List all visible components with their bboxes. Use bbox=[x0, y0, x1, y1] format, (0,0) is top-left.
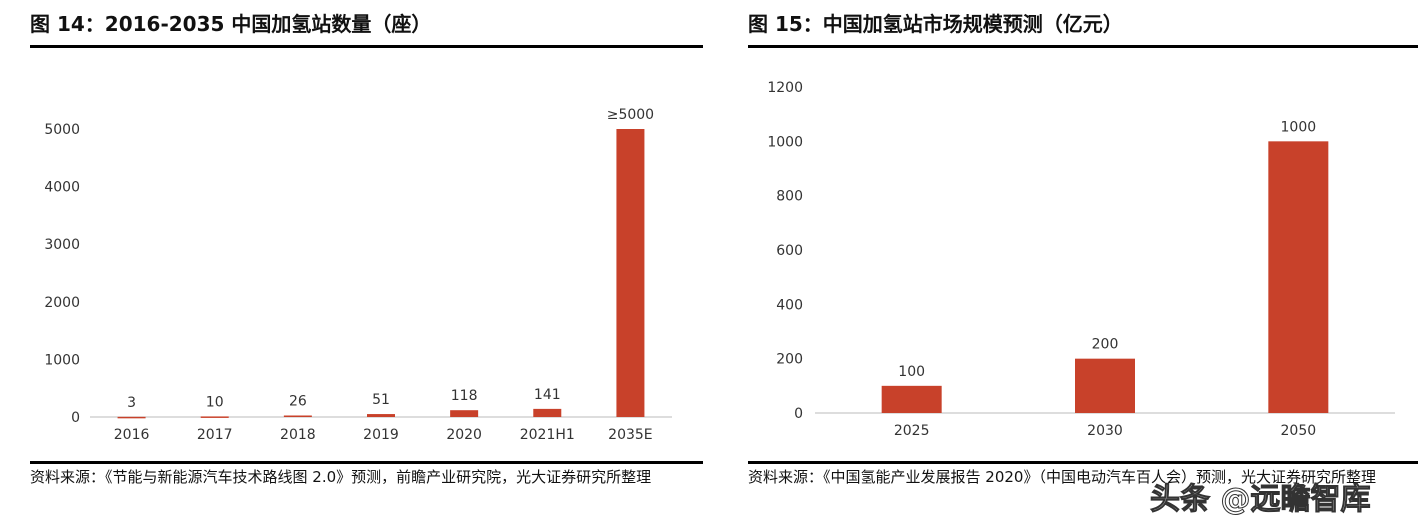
x-tick-label: 2019 bbox=[363, 427, 399, 443]
bar bbox=[1268, 141, 1329, 414]
y-tick-label: 1000 bbox=[767, 134, 803, 150]
divider bbox=[748, 45, 1418, 48]
y-tick-label: 600 bbox=[776, 243, 803, 259]
bar bbox=[616, 129, 645, 417]
y-tick-label: 400 bbox=[776, 297, 803, 313]
bar bbox=[283, 415, 312, 418]
source-right: 资料来源：《中国氢能产业发展报告 2020》（中国电动汽车百人会）预测，光大证券… bbox=[748, 468, 1376, 486]
watermark: 头条 @远瞻智库 bbox=[1149, 482, 1371, 518]
data-label: 51 bbox=[372, 392, 390, 408]
x-tick-label: 2021H1 bbox=[520, 427, 575, 443]
y-tick-label: 4000 bbox=[44, 180, 80, 196]
chart-title-right: 图 15：中国加氢站市场规模预测（亿元） bbox=[748, 12, 1123, 36]
x-tick-label: 2030 bbox=[1087, 423, 1123, 439]
x-tick-label: 2018 bbox=[280, 427, 316, 443]
divider bbox=[30, 461, 703, 464]
data-label: 118 bbox=[451, 388, 478, 404]
divider bbox=[748, 461, 1418, 464]
y-tick-label: 1200 bbox=[767, 80, 803, 96]
bar bbox=[450, 410, 479, 417]
bar bbox=[367, 414, 395, 417]
bar bbox=[200, 416, 229, 418]
y-tick-label: 200 bbox=[776, 352, 803, 368]
y-tick-label: 0 bbox=[71, 410, 80, 426]
data-label: 3 bbox=[127, 395, 136, 411]
y-tick-label: 0 bbox=[794, 406, 803, 422]
divider bbox=[30, 45, 703, 48]
y-tick-label: 800 bbox=[776, 189, 803, 205]
data-label: ≥5000 bbox=[607, 107, 654, 123]
y-tick-label: 3000 bbox=[44, 237, 80, 253]
bar bbox=[117, 416, 146, 419]
data-label: 26 bbox=[289, 394, 307, 410]
x-tick-label: 2020 bbox=[446, 427, 482, 443]
x-tick-label: 2050 bbox=[1281, 423, 1317, 439]
x-tick-label: 2035E bbox=[608, 427, 652, 443]
data-label: 10 bbox=[206, 394, 224, 410]
bar bbox=[881, 385, 942, 413]
x-tick-label: 2017 bbox=[197, 427, 233, 443]
y-tick-label: 1000 bbox=[44, 352, 80, 368]
data-label: 200 bbox=[1092, 337, 1119, 353]
data-label: 141 bbox=[534, 387, 561, 403]
data-label: 1000 bbox=[1281, 119, 1317, 135]
y-tick-label: 5000 bbox=[44, 122, 80, 138]
source-left: 资料来源：《节能与新能源汽车技术路线图 2.0》预测，前瞻产业研究院，光大证券研… bbox=[30, 468, 652, 486]
x-tick-label: 2016 bbox=[114, 427, 150, 443]
bar bbox=[533, 408, 562, 417]
x-tick-label: 2025 bbox=[894, 423, 930, 439]
bar bbox=[1075, 358, 1135, 413]
data-label: 100 bbox=[898, 364, 925, 380]
y-tick-label: 2000 bbox=[44, 295, 80, 311]
chart-title-left: 图 14：2016-2035 中国加氢站数量（座） bbox=[30, 12, 432, 36]
